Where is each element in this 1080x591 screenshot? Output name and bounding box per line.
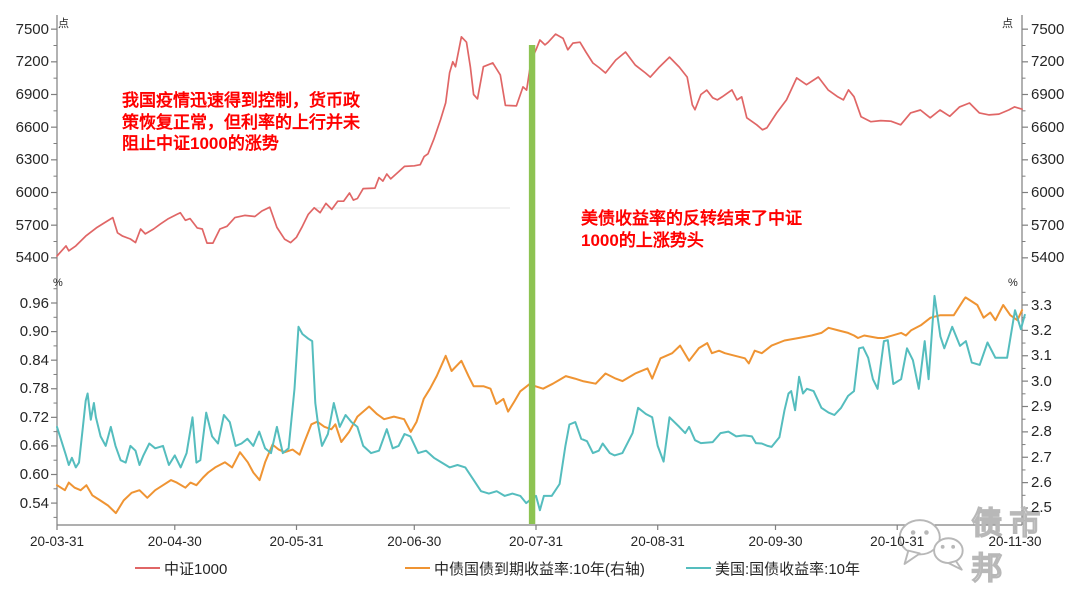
y-tick-label: 5400 <box>1031 249 1065 267</box>
y-tick-label: 5400 <box>15 249 49 267</box>
y-tick-label: 3.3 <box>1031 296 1052 314</box>
y-tick-label: 0.54 <box>19 494 49 512</box>
y-tick-label: 0.90 <box>19 323 49 341</box>
y-tick-label: 0.96 <box>19 294 49 312</box>
y-tick-label: 7200 <box>1031 53 1065 71</box>
y-tick-label: 6000 <box>1031 184 1065 201</box>
y-tick-label: 2.7 <box>1031 448 1052 466</box>
legend-item: 中证1000 <box>135 557 227 579</box>
legend-line-swatch <box>135 567 160 569</box>
y-tick-label: 0.84 <box>19 351 49 369</box>
unit-label-percent-right: % <box>1008 277 1018 289</box>
annotation-us-yield-reversal: 美债收益率的反转结束了中证 1000的上涨势头 <box>581 209 802 250</box>
series-csi1000-line <box>56 33 1023 257</box>
y-tick-label: 2.8 <box>1031 423 1052 441</box>
y-tick-label: 0.72 <box>19 408 49 426</box>
unit-label-percent-left: % <box>53 277 63 289</box>
y-tick-label: 7500 <box>15 20 49 38</box>
x-tick-label: 20-09-30 <box>748 534 803 549</box>
y-tick-label: 2.9 <box>1031 398 1052 415</box>
legend-line-swatch <box>686 567 711 569</box>
legend-line-swatch <box>405 567 430 569</box>
y-tick-label: 0.66 <box>19 437 49 455</box>
series-cgb-10y-line <box>56 296 1024 515</box>
series-ust-10y-line <box>56 294 1026 512</box>
y-tick-label: 5700 <box>1031 216 1065 234</box>
y-tick-label: 6600 <box>1031 118 1065 136</box>
legend-label: 中证1000 <box>164 560 228 578</box>
x-tick-label: 20-07-31 <box>508 534 564 549</box>
x-tick-label: 20-11-30 <box>988 534 1042 549</box>
unit-label-points-right: 点 <box>1002 18 1013 30</box>
x-tick-label: 20-05-31 <box>269 534 324 549</box>
x-tick-label: 20-04-30 <box>147 534 202 549</box>
y-tick-label: 6300 <box>15 151 49 169</box>
x-tick-label: 20-08-31 <box>630 534 685 549</box>
annotation-covid-policy: 我国疫情迅速得到控制，货币政 策恢复正常，但利率的上行并未 阻止中证1000的涨… <box>122 91 360 153</box>
x-tick-label: 20-10-31 <box>870 534 925 549</box>
y-tick-label: 3.2 <box>1031 321 1052 339</box>
y-tick-label: 0.60 <box>19 466 49 483</box>
y-tick-label: 2.6 <box>1031 474 1052 492</box>
y-tick-label: 3.0 <box>1031 372 1052 390</box>
unit-label-points-left: 点 <box>58 18 69 30</box>
x-tick-label: 20-06-30 <box>387 534 442 549</box>
legend-label: 中债国债到期收益率:10年(右轴) <box>434 560 645 578</box>
y-tick-label: 3.1 <box>1031 347 1052 365</box>
legend-label: 美国:国债收益率:10年 <box>715 560 861 578</box>
legend-item: 美国:国债收益率:10年 <box>686 557 860 579</box>
y-tick-label: 7200 <box>15 53 49 71</box>
x-tick-label: 20-03-31 <box>29 534 85 549</box>
legend-item: 中债国债到期收益率:10年(右轴) <box>405 557 645 579</box>
y-tick-label: 6900 <box>15 85 49 103</box>
y-tick-label: 7500 <box>1031 20 1065 38</box>
y-tick-label: 0.78 <box>19 380 49 398</box>
y-tick-label: 6900 <box>1031 85 1065 103</box>
event-marker-line <box>528 45 536 524</box>
y-tick-label: 2.5 <box>1031 499 1052 517</box>
y-tick-label: 6600 <box>15 118 49 136</box>
legend: 中证1000 中债国债到期收益率:10年(右轴) 美国:国债收益率:10年 <box>0 557 1080 579</box>
y-tick-label: 6000 <box>15 184 49 201</box>
y-tick-label: 5700 <box>15 216 49 234</box>
y-tick-label: 6300 <box>1031 151 1065 169</box>
